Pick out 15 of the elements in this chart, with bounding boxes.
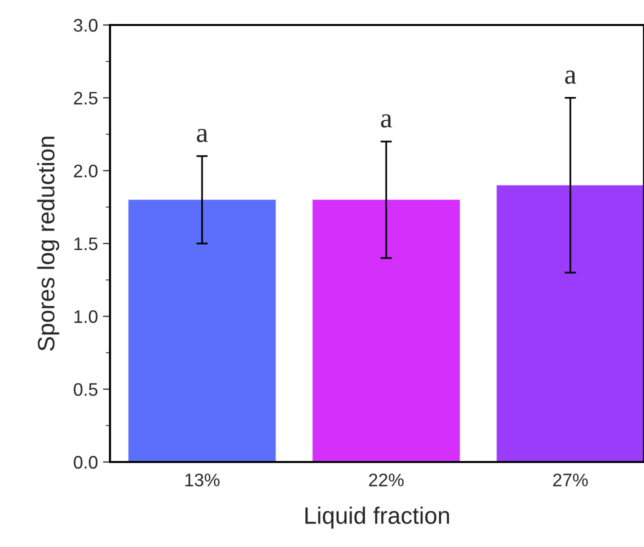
x-tick-label: 27% [553,474,588,486]
x-tick-label: 22% [369,474,404,486]
x-axis-title: Liquid fraction [305,506,449,529]
y-tick-label: 1.5 [74,238,98,250]
y-tick-label: 2.0 [74,164,98,178]
y-tick-label: 0.5 [74,383,98,396]
y-tick-label: 3.0 [74,18,98,32]
y-tick-label: 0.0 [74,456,98,469]
x-tick-label: 13% [185,474,220,486]
annotation: a [381,114,392,128]
annotation: a [565,70,576,84]
y-tick-label: 2.5 [74,92,98,105]
y-axis-title: Spores log reduction [37,136,60,351]
annotation: a [196,128,208,142]
y-tick-label: 1.0 [74,310,98,324]
